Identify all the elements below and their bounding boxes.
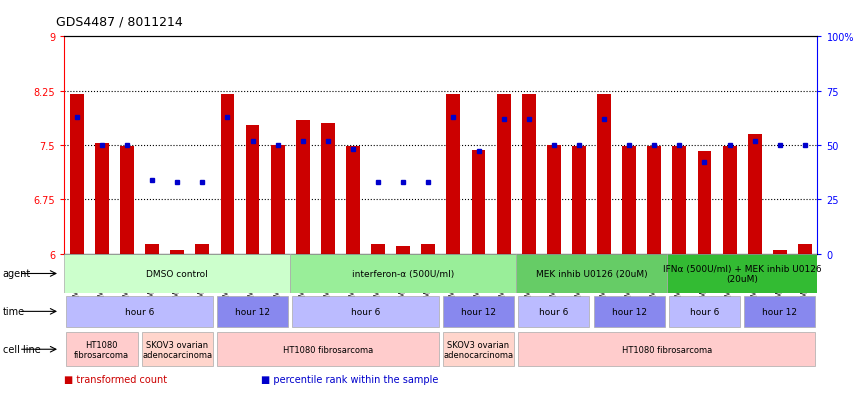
Bar: [195, 244, 209, 254]
Bar: [722, 147, 736, 254]
Bar: [773, 250, 787, 254]
Bar: [572, 147, 586, 254]
Bar: [141, 332, 213, 366]
Text: DMSO control: DMSO control: [146, 269, 208, 278]
Bar: [516, 255, 667, 293]
Bar: [518, 296, 590, 328]
Text: GDS4487 / 8011214: GDS4487 / 8011214: [56, 16, 182, 29]
Text: cell line: cell line: [3, 344, 40, 354]
Bar: [346, 147, 360, 254]
Text: ■ percentile rank within the sample: ■ percentile rank within the sample: [261, 375, 438, 385]
Bar: [667, 255, 817, 293]
Text: hour 6: hour 6: [351, 307, 380, 316]
Text: HT1080 fibrosarcoma: HT1080 fibrosarcoma: [621, 345, 712, 354]
Text: time: time: [3, 306, 25, 317]
Bar: [447, 95, 461, 254]
Bar: [421, 244, 435, 254]
Text: SKOV3 ovarian
adenocarcinoma: SKOV3 ovarian adenocarcinoma: [142, 340, 212, 359]
Bar: [443, 332, 514, 366]
Bar: [66, 332, 138, 366]
Bar: [321, 124, 335, 254]
Bar: [522, 95, 536, 254]
Bar: [217, 296, 288, 328]
Bar: [217, 332, 439, 366]
Text: IFNα (500U/ml) + MEK inhib U0126
(20uM): IFNα (500U/ml) + MEK inhib U0126 (20uM): [663, 264, 822, 283]
Bar: [593, 296, 665, 328]
Bar: [64, 255, 290, 293]
Bar: [673, 147, 687, 254]
Bar: [396, 247, 410, 254]
Text: hour 12: hour 12: [612, 307, 646, 316]
Text: MEK inhib U0126 (20uM): MEK inhib U0126 (20uM): [536, 269, 647, 278]
Bar: [296, 120, 310, 254]
Text: ■ transformed count: ■ transformed count: [64, 375, 167, 385]
Text: hour 6: hour 6: [539, 307, 568, 316]
Text: hour 12: hour 12: [461, 307, 496, 316]
Text: hour 6: hour 6: [125, 307, 154, 316]
Bar: [290, 255, 516, 293]
Bar: [472, 151, 485, 254]
Bar: [221, 95, 235, 254]
Bar: [647, 147, 661, 254]
Bar: [744, 296, 816, 328]
Text: hour 12: hour 12: [235, 307, 270, 316]
Bar: [518, 332, 816, 366]
Bar: [66, 296, 213, 328]
Bar: [443, 296, 514, 328]
Text: interferon-α (500U/ml): interferon-α (500U/ml): [352, 269, 455, 278]
Text: SKOV3 ovarian
adenocarcinoma: SKOV3 ovarian adenocarcinoma: [443, 340, 514, 359]
Bar: [292, 296, 439, 328]
Bar: [496, 95, 510, 254]
Text: hour 12: hour 12: [763, 307, 797, 316]
Bar: [748, 135, 762, 254]
Text: HT1080 fibrosarcoma: HT1080 fibrosarcoma: [282, 345, 373, 354]
Bar: [146, 244, 159, 254]
Bar: [170, 250, 184, 254]
Bar: [270, 146, 284, 254]
Bar: [95, 144, 109, 254]
Bar: [120, 147, 134, 254]
Text: agent: agent: [3, 269, 31, 279]
Bar: [246, 125, 259, 254]
Text: HT1080
fibrosarcoma: HT1080 fibrosarcoma: [74, 340, 129, 359]
Text: hour 6: hour 6: [690, 307, 719, 316]
Bar: [372, 244, 385, 254]
Bar: [622, 147, 636, 254]
Bar: [669, 296, 740, 328]
Bar: [798, 244, 811, 254]
Bar: [70, 95, 84, 254]
Bar: [547, 146, 561, 254]
Bar: [698, 152, 711, 254]
Bar: [597, 95, 611, 254]
